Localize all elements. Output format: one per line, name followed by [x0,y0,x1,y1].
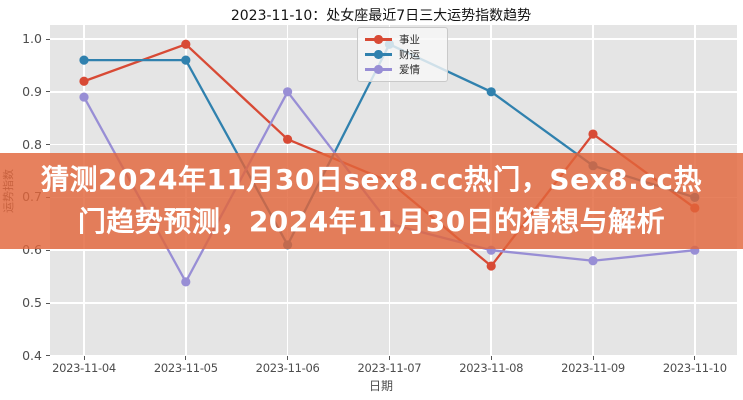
legend-dot-icon [374,65,383,74]
legend: 事业 财运 爱情 [357,27,448,82]
x-tick-label: 2023-11-04 [52,361,116,375]
y-tick-mark [46,91,50,93]
legend-item-0: 事业 [365,32,441,47]
x-tick-mark [694,356,696,360]
y-tick-label: 0.9 [22,83,42,99]
y-tick-label: 0.4 [22,347,42,363]
chart-title: 2023-11-10：处女座最近7日三大运势指数趋势 [230,8,532,24]
x-tick-label: 2023-11-09 [561,361,625,375]
legend-label: 财运 [399,49,420,61]
data-point-marker [588,256,598,266]
horizontal-gridline [50,91,737,93]
data-point-marker [79,92,89,102]
y-tick-mark [46,38,50,40]
horizontal-gridline [50,249,737,251]
data-point-marker [588,129,598,139]
horizontal-gridline [50,355,737,357]
y-tick-mark [46,249,50,251]
y-tick-mark [46,302,50,304]
y-tick-label: 1.0 [22,31,42,46]
data-point-marker [181,55,191,65]
data-point-marker [486,87,496,97]
y-tick-label: 0.5 [22,295,42,310]
data-point-marker [79,76,89,86]
x-tick-mark [490,356,492,360]
legend-line-dot-icon [365,65,392,74]
horizontal-gridline [50,143,737,146]
y-tick-label: 0.8 [22,136,42,152]
legend-item-2: 爱情 [365,62,441,77]
x-tick-label: 2023-11-06 [255,361,320,375]
legend-line-dot-icon [365,35,392,44]
y-tick-mark [46,144,50,146]
data-point-marker [486,261,496,271]
legend-item-1: 财运 [365,47,441,62]
legend-label: 爱情 [399,64,420,76]
horizontal-gridline [50,302,737,304]
x-tick-label: 2023-11-05 [153,361,218,375]
x-tick-mark [185,356,187,360]
watermark-text-line-2: 门趋势预测，2024年11月30日的猜想与解析 [77,205,666,238]
data-point-marker [283,134,293,144]
data-point-marker [79,55,89,65]
x-tick-label: 2023-11-07 [357,361,422,375]
x-tick-label: 2023-11-10 [662,361,727,375]
y-tick-mark [46,355,50,357]
data-point-marker [181,277,191,287]
x-tick-label: 2023-11-08 [459,361,524,375]
x-tick-mark [83,356,85,360]
x-tick-mark [388,356,390,360]
watermark-banner: 猜测2024年11月30日sex8.cc热门，Sex8.cc热 门趋势预测，20… [0,153,743,249]
watermark-text-line-1: 猜测2024年11月30日sex8.cc热门，Sex8.cc热 [41,163,702,196]
x-axis-title: 日期 [368,379,393,393]
x-tick-mark [592,356,594,360]
legend-dot-icon [374,50,383,59]
legend-line-dot-icon [365,50,392,59]
data-point-marker [283,87,293,97]
legend-label: 事业 [399,34,420,46]
data-point-marker [181,39,191,49]
x-tick-mark [287,356,289,360]
legend-dot-icon [374,35,383,44]
